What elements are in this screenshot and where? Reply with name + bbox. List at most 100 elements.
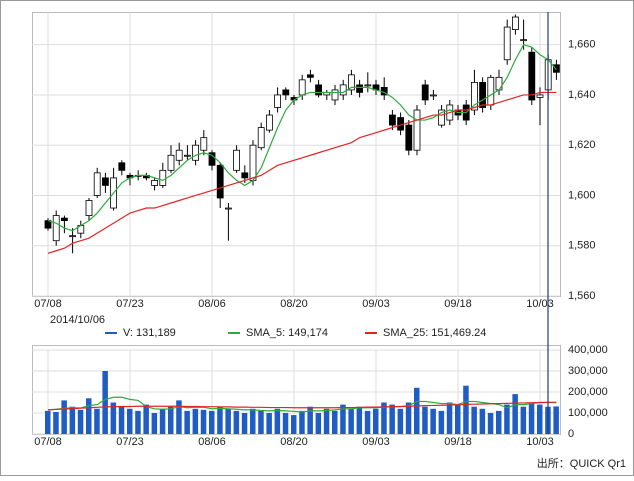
layer: 1,560 1,580 1,600 1,620 1,640 1,660 07/08 07/23…: [32, 12, 608, 448]
volume-bar: [307, 406, 313, 434]
y-tick-label: 100,000: [568, 407, 608, 419]
candle-body: [233, 149, 241, 171]
candle-body: [208, 152, 216, 166]
candle-body: [249, 144, 257, 181]
volume-bar: [151, 413, 158, 434]
candle-body: [364, 84, 372, 87]
candle-body: [356, 84, 364, 93]
volume-bar: [118, 406, 125, 434]
candle-body: [306, 74, 314, 78]
volume-bar: [528, 402, 535, 434]
volume-bar: [266, 413, 272, 434]
x-tick-label: 10/03: [526, 298, 554, 310]
y-tick-label: 1,660: [568, 39, 596, 51]
volume-bar: [405, 402, 412, 434]
candle-body: [282, 89, 290, 96]
volume-bar: [209, 410, 215, 434]
y-tick-label: 1,640: [568, 89, 596, 101]
volume-sma-line: [47, 396, 557, 413]
candle-body: [102, 177, 109, 186]
candle-body: [536, 94, 544, 98]
volume-bar: [184, 410, 190, 434]
x-tick-label: 07/23: [116, 436, 144, 448]
volume-bar: [225, 408, 231, 434]
x-tick-label: 09/18: [444, 298, 472, 310]
sma-line: [47, 91, 557, 254]
volume-bar: [471, 406, 477, 434]
y-tick-label: 1,560: [568, 290, 596, 302]
candle-body: [347, 74, 355, 91]
candle-body: [487, 76, 495, 106]
volume-bar: [176, 400, 182, 434]
candle-body: [151, 179, 159, 186]
volume-bar: [348, 408, 354, 434]
candle-body: [528, 51, 536, 101]
volume-bar: [86, 398, 92, 434]
volume-bar: [479, 408, 486, 434]
volume-bar: [102, 371, 108, 434]
volume-bar: [77, 409, 84, 434]
candle-body: [520, 39, 527, 42]
candle-body: [192, 144, 200, 161]
volume-bar: [135, 410, 141, 434]
x-tick-label: 09/03: [362, 436, 390, 448]
y-tick-label: 1,620: [568, 139, 596, 151]
candle-body: [413, 109, 421, 151]
volume-bar: [200, 409, 207, 434]
x-tick-label: 07/23: [116, 298, 144, 310]
x-tick-label: 08/20: [280, 298, 308, 310]
volume-bar: [504, 404, 510, 434]
volume-bar: [537, 404, 543, 434]
candle-body: [241, 172, 249, 179]
volume-bar: [94, 408, 100, 434]
x-tick-label: 10/03: [526, 436, 554, 448]
volume-bar: [340, 404, 346, 434]
candle-body: [503, 26, 511, 61]
volume-bar: [463, 385, 469, 434]
candle-body: [183, 154, 191, 157]
volume-bar: [159, 408, 166, 434]
candle-body: [339, 84, 347, 96]
x-tick-label: 09/03: [362, 298, 390, 310]
volume-bar: [258, 410, 264, 434]
volume-bar: [381, 402, 387, 434]
volume-bar: [192, 408, 199, 434]
volume-bar: [332, 410, 338, 434]
candle-body: [438, 109, 446, 126]
volume-bar: [512, 394, 518, 434]
volume-bar: [438, 410, 445, 434]
candle-body: [118, 162, 126, 171]
volume-bar: [45, 410, 51, 434]
candle-body: [298, 79, 306, 96]
volume-bar: [282, 413, 289, 434]
volume-bar: [217, 406, 223, 434]
volume-bar: [496, 410, 502, 434]
y-tick-label: 400,000: [568, 344, 608, 356]
volume-bar: [455, 404, 461, 434]
volume-bar: [397, 408, 404, 434]
volume-bar: [233, 410, 240, 434]
volume-bar: [291, 415, 297, 434]
candle-body: [216, 164, 224, 199]
volume-bar: [241, 413, 248, 434]
candle-body: [85, 200, 93, 216]
y-tick-label: 200,000: [568, 386, 608, 398]
source: 出所：QUICK Qr1: [537, 456, 626, 470]
volume-bar: [315, 413, 322, 434]
volume-bar: [364, 410, 371, 434]
volume-sma-line: [47, 401, 557, 411]
candle-body: [175, 149, 183, 161]
candle-body: [265, 114, 273, 131]
candle-body: [274, 94, 282, 108]
x-tick-label: 07/08: [34, 298, 62, 310]
candle-body: [331, 89, 339, 101]
candle-body: [69, 235, 76, 238]
candle-body: [61, 217, 68, 222]
volume-bar: [299, 410, 305, 434]
candle-body: [315, 84, 323, 96]
y-tick-label: 0: [568, 428, 574, 440]
candle-body: [224, 207, 232, 210]
volume-bar: [250, 408, 256, 434]
legend-label: V: 131,189: [123, 327, 176, 339]
